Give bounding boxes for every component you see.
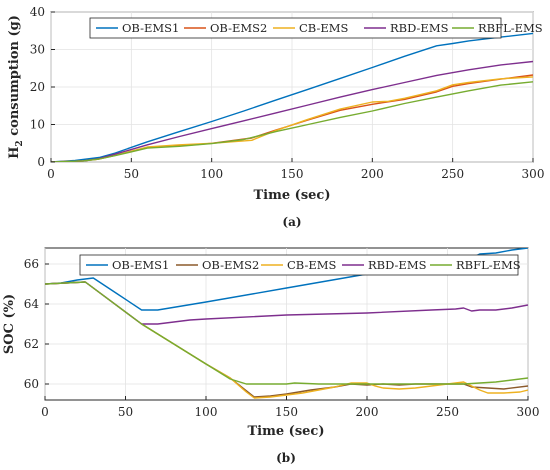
chart-b-series	[45, 248, 528, 399]
chart-a-caption: (a)	[282, 215, 301, 229]
chart-a-xtick-label-300: 300	[522, 167, 545, 181]
chart-a-legend-label-ob-ems1: OB-EMS1	[122, 21, 179, 35]
chart-b-xtick-label-250: 250	[436, 405, 459, 419]
chart-a-xtick-label-100: 100	[200, 167, 223, 181]
chart-b-caption: (b)	[276, 451, 296, 465]
chart-b-ticks: 0 50 100 150 200 250 300 60 62 64 66	[24, 257, 540, 419]
chart-b-legend-label-ob-ems2: OB-EMS2	[202, 258, 259, 272]
chart-b: 0 50 100 150 200 250 300 60 62 64 66 Time (sec) SO…	[2, 247, 540, 465]
chart-a-ytick-label-30: 30	[30, 43, 45, 57]
chart-b-legend-label-rbd-ems: RBD-EMS	[368, 258, 427, 272]
chart-b-ytick-label-60: 60	[24, 377, 39, 391]
chart-b-xtick-label-300: 300	[517, 405, 540, 419]
chart-b-series-rbd-ems	[45, 281, 528, 325]
chart-b-xtick-label-200: 200	[356, 405, 379, 419]
chart-a-xtick-label-0: 0	[47, 167, 55, 181]
chart-b-xlabel: Time (sec)	[248, 424, 325, 439]
chart-b-series-ob-ems1	[45, 248, 528, 311]
chart-a-legend-box	[89, 17, 502, 39]
chart-b-legend-label-cb-ems: CB-EMS	[287, 258, 337, 272]
chart-a-series-rbfl-ems	[51, 81, 533, 162]
chart-a-legend-label-rbd-ems: RBD-EMS	[390, 21, 449, 35]
chart-a-ticks: 0 50 100 150 200 250 300 0 10 20 30 40	[30, 5, 545, 181]
chart-a-legend-label-ob-ems2: OB-EMS2	[210, 21, 267, 35]
chart-a-legend-label-rbfl-ems: RBFL-EMS	[478, 21, 543, 35]
chart-a-xlabel: Time (sec)	[254, 188, 331, 203]
chart-b-series-rbfl-ems	[45, 281, 528, 385]
chart-a-legend: OB-EMS1 OB-EMS2 CB-EMS RBD-EMS RBFL-EMS	[89, 17, 543, 39]
chart-b-ytick-label-66: 66	[24, 257, 39, 271]
chart-b-legend-label-rbfl-ems: RBFL-EMS	[456, 258, 521, 272]
chart-b-xtick-label-0: 0	[41, 405, 49, 419]
chart-b-series-cb-ems	[45, 281, 528, 399]
chart-a-ylabel: H2 consumption (g)	[7, 15, 25, 159]
chart-b-ytick-label-64: 64	[24, 297, 40, 311]
chart-b-legend-box	[79, 254, 519, 276]
chart-a-xtick-label-200: 200	[361, 167, 384, 181]
chart-a-xtick-label-50: 50	[124, 167, 139, 181]
chart-a-series-ob-ems1	[51, 32, 533, 162]
chart-a: 0 50 100 150 200 250 300 0 10 20 30 40 Time (sec) H…	[7, 5, 544, 229]
chart-b-xtick-label-100: 100	[195, 405, 218, 419]
chart-a-series	[51, 32, 533, 162]
chart-a-ytick-label-10: 10	[30, 118, 45, 132]
chart-b-ylabel: SOC (%)	[2, 294, 17, 354]
chart-b-xtick-label-150: 150	[275, 405, 298, 419]
chart-a-xtick-label-150: 150	[281, 167, 304, 181]
chart-b-legend: OB-EMS1 OB-EMS2 CB-EMS RBD-EMS RBFL-EMS	[79, 254, 521, 276]
chart-a-series-rbd-ems	[51, 60, 533, 162]
chart-a-ytick-label-40: 40	[30, 5, 45, 19]
chart-b-legend-label-ob-ems1: OB-EMS1	[112, 258, 169, 272]
chart-a-legend-label-cb-ems: CB-EMS	[299, 21, 349, 35]
chart-b-ytick-label-62: 62	[24, 337, 39, 351]
chart-a-xtick-label-250: 250	[441, 167, 464, 181]
chart-b-xtick-label-50: 50	[118, 405, 133, 419]
chart-a-ytick-label-20: 20	[30, 80, 45, 94]
chart-a-ytick-label-0: 0	[37, 155, 45, 169]
